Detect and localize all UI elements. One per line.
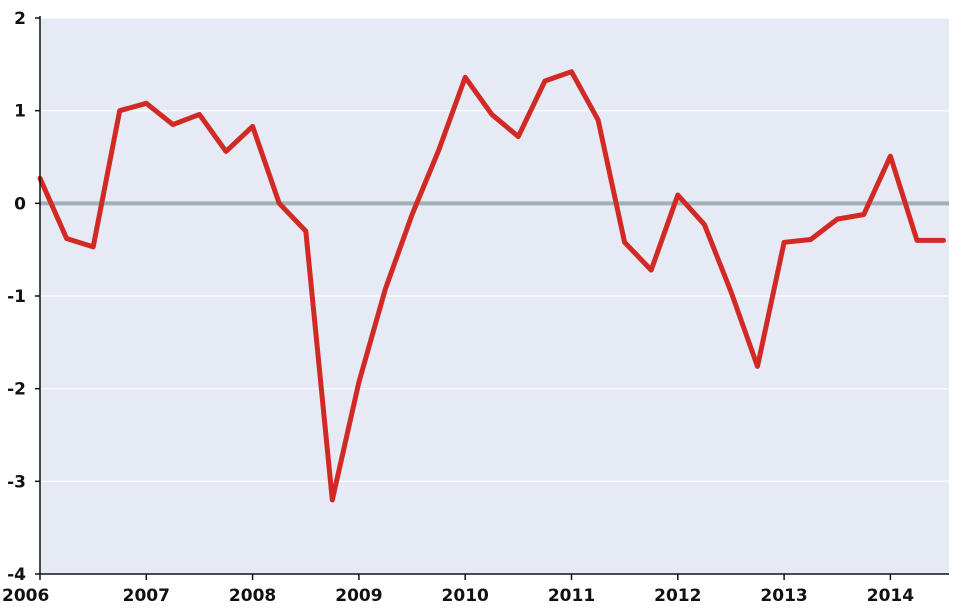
x-tick-label: 2010 (442, 586, 489, 606)
x-tick-label: 2006 (2, 586, 49, 606)
series-group (37, 69, 946, 503)
x-tick-label: 2009 (335, 586, 382, 606)
x-tick-label: 2007 (123, 586, 170, 606)
x-tick-label: 2012 (654, 586, 701, 606)
y-tick-label: -4 (7, 565, 26, 585)
y-tick-label: 2 (14, 9, 26, 29)
x-tick-label: 2011 (548, 586, 595, 606)
x-tick-label: 2014 (867, 586, 914, 606)
y-tick-label: -2 (7, 380, 26, 400)
y-tick-label: 0 (14, 194, 26, 214)
x-tick-label: 2008 (229, 586, 276, 606)
x-tick-label: 2013 (760, 586, 807, 606)
y-tick-label: 1 (14, 102, 26, 122)
x-tick-labels: 2006 2007 2008 2009 2010 2011 2012 2013 2014 (2, 586, 914, 606)
y-tick-labels: -4 -3 -2 -1 0 1 2 (7, 9, 26, 585)
series-line (37, 69, 946, 503)
y-tick-label: -1 (7, 287, 26, 307)
axes (35, 16, 949, 580)
gridlines (40, 17, 949, 482)
y-tick-label: -3 (7, 472, 26, 492)
